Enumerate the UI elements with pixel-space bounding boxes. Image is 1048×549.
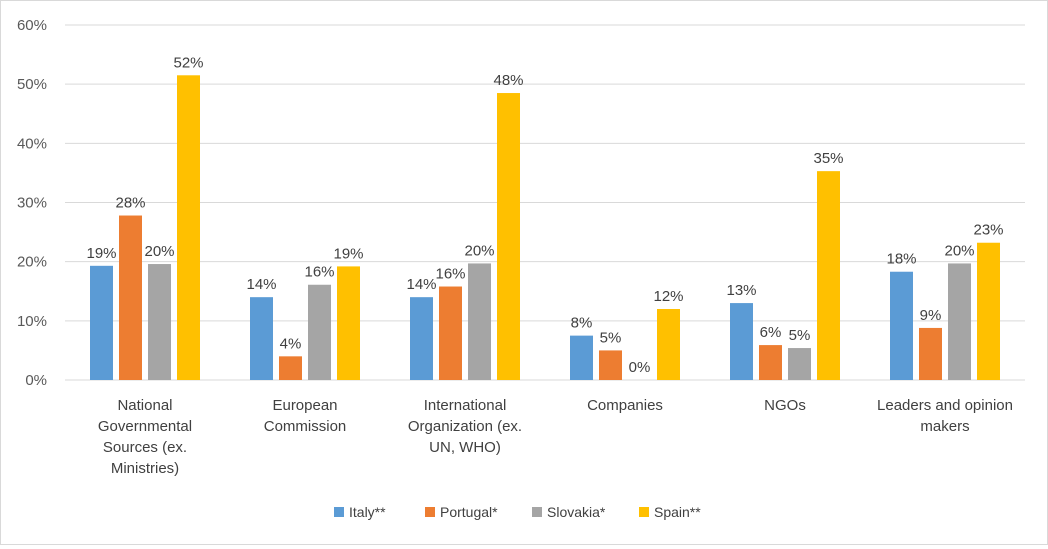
category-label: European Commission	[264, 397, 347, 435]
bar	[788, 348, 811, 380]
bar	[759, 345, 782, 380]
bar	[730, 303, 753, 380]
data-label: 35%	[813, 150, 843, 167]
category-label-line: National	[117, 397, 172, 414]
data-label: 5%	[789, 327, 811, 344]
data-label: 14%	[406, 276, 436, 293]
legend-label: Italy**	[349, 504, 386, 520]
bar	[657, 309, 680, 380]
data-label: 9%	[920, 307, 942, 324]
data-label: 6%	[760, 324, 782, 341]
y-tick-label: 20%	[17, 254, 47, 271]
bar	[919, 327, 942, 380]
data-label: 16%	[304, 264, 334, 281]
axes: 0% 10% 20% 30% 40% 50% 60%	[17, 17, 1025, 389]
data-label: 8%	[571, 315, 593, 332]
data-label: 19%	[86, 245, 116, 262]
data-label: 20%	[144, 243, 174, 260]
data-label: 20%	[944, 242, 974, 259]
data-label: 4%	[280, 335, 302, 352]
category-label-line: Commission	[264, 418, 347, 435]
bar	[250, 297, 273, 380]
category-label: NGOs	[764, 397, 806, 414]
bar	[439, 286, 462, 380]
category-label: Leaders and opinion makers	[877, 397, 1013, 435]
legend-swatch	[639, 507, 649, 517]
bar	[90, 265, 113, 380]
bars	[90, 75, 1000, 381]
data-label: 18%	[886, 251, 916, 268]
category-label-line: Organization (ex.	[408, 418, 522, 435]
data-label: 52%	[173, 54, 203, 71]
y-tick-label: 0%	[25, 372, 47, 389]
y-tick-label: 30%	[17, 195, 47, 212]
data-label: 5%	[600, 329, 622, 346]
bar	[308, 284, 331, 380]
data-label: 28%	[115, 195, 145, 212]
legend-label: Portugal*	[440, 504, 498, 520]
category-label-line: Companies	[587, 397, 663, 414]
gridlines	[65, 24, 1025, 322]
y-tick-label: 50%	[17, 76, 47, 93]
category-label: National Governmental Sources (ex. Ministri…	[98, 397, 192, 477]
category-label-line: Leaders and opinion	[877, 397, 1013, 414]
bar	[977, 242, 1000, 380]
bar	[599, 350, 622, 380]
data-label: 13%	[726, 282, 756, 299]
category-label: Companies	[587, 397, 663, 414]
legend-label: Slovakia*	[547, 504, 606, 520]
data-label: 16%	[435, 266, 465, 283]
category-label-line: NGOs	[764, 397, 806, 414]
legend-swatch	[425, 507, 435, 517]
bar	[148, 264, 171, 380]
category-labels: National Governmental Sources (ex. Ministri…	[98, 397, 1013, 477]
bar	[497, 93, 520, 381]
category-label-line: Ministries)	[111, 460, 179, 477]
bar	[177, 75, 200, 381]
category-label-line: International	[424, 397, 507, 414]
category-label-line: European	[272, 397, 337, 414]
bar	[890, 271, 913, 380]
legend-swatch	[532, 507, 542, 517]
category-label-line: makers	[920, 418, 969, 435]
data-label: 23%	[973, 222, 1003, 239]
legend-swatch	[334, 507, 344, 517]
bar	[948, 263, 971, 380]
bar	[468, 263, 491, 380]
data-label: 12%	[653, 288, 683, 305]
data-label: 48%	[493, 72, 523, 89]
bar	[817, 171, 840, 380]
bar	[279, 356, 302, 380]
data-label: 20%	[464, 242, 494, 259]
data-label: 14%	[246, 276, 276, 293]
bar	[410, 297, 433, 380]
bar	[570, 335, 593, 380]
legend: Italy** Portugal* Slovakia* Spain**	[334, 504, 701, 520]
y-tick-label: 10%	[17, 313, 47, 330]
category-label-line: UN, WHO)	[429, 439, 501, 456]
category-label: International Organization (ex. UN, WHO)	[408, 397, 522, 456]
data-labels: 19%28%20%52%14%4%16%19%14%16%20%48%8%5%0…	[86, 54, 1003, 376]
data-label: 19%	[333, 245, 363, 262]
y-tick-label: 60%	[17, 17, 47, 34]
category-label-line: Sources (ex.	[103, 439, 187, 456]
bar	[119, 215, 142, 380]
bar	[337, 266, 360, 380]
data-label: 0%	[629, 359, 651, 376]
legend-label: Spain**	[654, 504, 701, 520]
category-label-line: Governmental	[98, 418, 192, 435]
y-tick-label: 40%	[17, 135, 47, 152]
